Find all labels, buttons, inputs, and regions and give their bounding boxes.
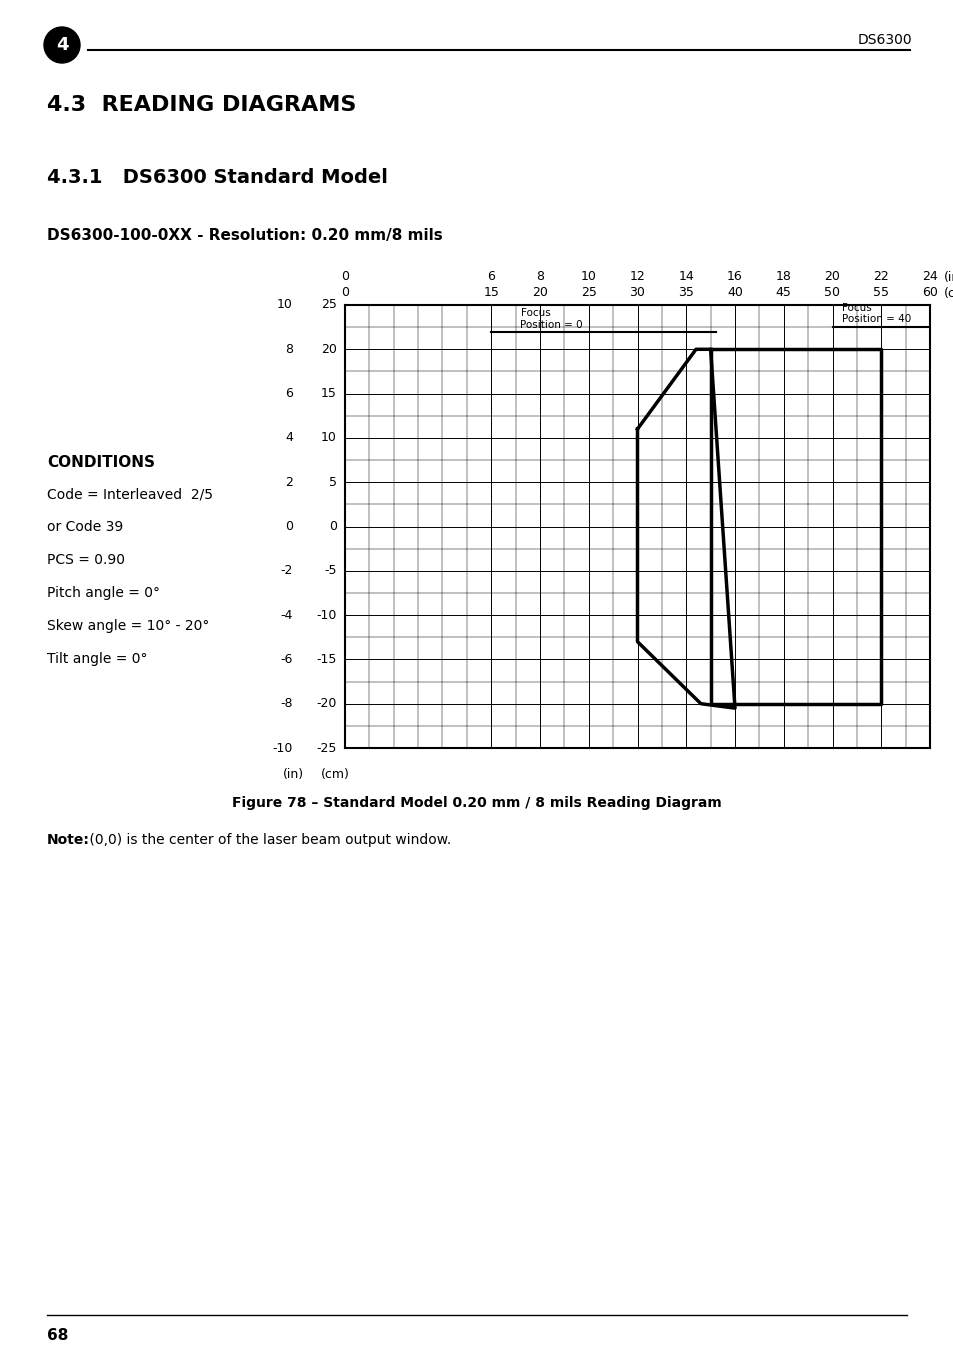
Text: -6: -6 bbox=[280, 653, 293, 666]
Text: 0: 0 bbox=[329, 520, 336, 534]
Text: 20: 20 bbox=[321, 343, 336, 355]
Text: 5: 5 bbox=[329, 476, 336, 489]
Text: 0: 0 bbox=[285, 520, 293, 534]
Text: Figure 78 – Standard Model 0.20 mm / 8 mils Reading Diagram: Figure 78 – Standard Model 0.20 mm / 8 m… bbox=[232, 796, 721, 811]
Text: 25: 25 bbox=[321, 299, 336, 312]
Text: (cm): (cm) bbox=[943, 286, 953, 300]
Text: 15: 15 bbox=[321, 388, 336, 400]
Text: (in): (in) bbox=[943, 270, 953, 284]
Text: (in): (in) bbox=[282, 767, 303, 781]
Text: -5: -5 bbox=[324, 565, 336, 577]
Text: 10: 10 bbox=[276, 299, 293, 312]
Text: (0,0) is the center of the laser beam output window.: (0,0) is the center of the laser beam ou… bbox=[85, 834, 451, 847]
Text: 0: 0 bbox=[340, 270, 349, 284]
Text: -10: -10 bbox=[316, 608, 336, 621]
Text: 4.3  READING DIAGRAMS: 4.3 READING DIAGRAMS bbox=[47, 95, 356, 115]
Text: PCS = 0.90: PCS = 0.90 bbox=[47, 553, 125, 567]
Text: -20: -20 bbox=[316, 697, 336, 711]
Text: 12: 12 bbox=[629, 270, 644, 284]
Text: 15: 15 bbox=[483, 286, 498, 300]
Text: 22: 22 bbox=[872, 270, 888, 284]
Text: 2: 2 bbox=[285, 476, 293, 489]
Text: or Code 39: or Code 39 bbox=[47, 520, 123, 534]
Text: 20: 20 bbox=[532, 286, 547, 300]
Text: 10: 10 bbox=[321, 431, 336, 444]
Text: 16: 16 bbox=[726, 270, 742, 284]
Text: Focus
Position = 0: Focus Position = 0 bbox=[520, 308, 582, 330]
Text: 24: 24 bbox=[922, 270, 937, 284]
Text: -2: -2 bbox=[280, 565, 293, 577]
Text: (cm): (cm) bbox=[320, 767, 349, 781]
Text: 35: 35 bbox=[678, 286, 694, 300]
Text: Note:: Note: bbox=[47, 834, 90, 847]
Text: Skew angle = 10° - 20°: Skew angle = 10° - 20° bbox=[47, 619, 209, 634]
Text: 45: 45 bbox=[775, 286, 791, 300]
Text: Pitch angle = 0°: Pitch angle = 0° bbox=[47, 586, 160, 600]
Text: 30: 30 bbox=[629, 286, 645, 300]
Text: -25: -25 bbox=[316, 742, 336, 754]
Text: 14: 14 bbox=[678, 270, 694, 284]
Text: 6: 6 bbox=[285, 388, 293, 400]
Text: DS6300: DS6300 bbox=[857, 32, 911, 47]
Text: 8: 8 bbox=[285, 343, 293, 355]
Text: -4: -4 bbox=[280, 608, 293, 621]
Text: 55: 55 bbox=[872, 286, 888, 300]
Text: 25: 25 bbox=[580, 286, 596, 300]
Text: -8: -8 bbox=[280, 697, 293, 711]
Text: 4: 4 bbox=[55, 36, 69, 54]
Text: 0: 0 bbox=[340, 286, 349, 300]
Text: 20: 20 bbox=[823, 270, 840, 284]
Text: Code = Interleaved  2/5: Code = Interleaved 2/5 bbox=[47, 486, 213, 501]
Text: 4: 4 bbox=[285, 431, 293, 444]
Text: 40: 40 bbox=[726, 286, 742, 300]
Circle shape bbox=[44, 27, 80, 63]
Text: -15: -15 bbox=[316, 653, 336, 666]
Text: DS6300-100-0XX - Resolution: 0.20 mm/8 mils: DS6300-100-0XX - Resolution: 0.20 mm/8 m… bbox=[47, 228, 442, 243]
Text: 68: 68 bbox=[47, 1328, 69, 1343]
Text: 50: 50 bbox=[823, 286, 840, 300]
Text: CONDITIONS: CONDITIONS bbox=[47, 455, 154, 470]
Text: 6: 6 bbox=[487, 270, 495, 284]
Text: -10: -10 bbox=[273, 742, 293, 754]
Text: 8: 8 bbox=[536, 270, 543, 284]
Text: 60: 60 bbox=[922, 286, 937, 300]
Text: 4.3.1   DS6300 Standard Model: 4.3.1 DS6300 Standard Model bbox=[47, 168, 388, 186]
Text: 10: 10 bbox=[580, 270, 596, 284]
Text: 18: 18 bbox=[775, 270, 791, 284]
Text: Tilt angle = 0°: Tilt angle = 0° bbox=[47, 653, 148, 666]
Text: Focus
Position = 40: Focus Position = 40 bbox=[841, 303, 910, 324]
